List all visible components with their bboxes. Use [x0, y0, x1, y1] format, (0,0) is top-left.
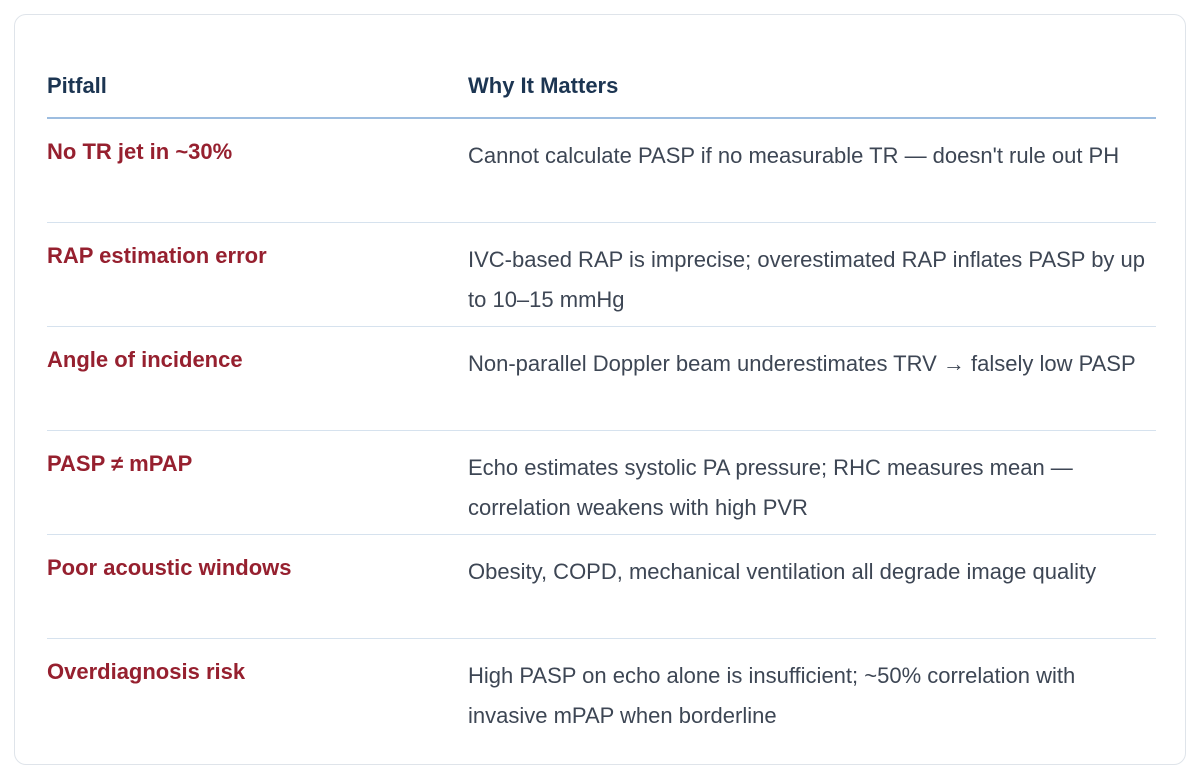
pitfall-label: No TR jet in ~30% [47, 139, 233, 164]
pitfall-cell: PASP ≠ mPAP [47, 430, 468, 535]
pitfall-label: Poor acoustic windows [47, 554, 292, 580]
pitfall-cell: RAP estimation error [47, 222, 468, 327]
why-cell: Echo estimates systolic PA pressure; RHC… [468, 430, 1156, 535]
table-row: Angle of incidence Non-parallel Doppler … [47, 326, 1156, 431]
pitfall-label: RAP estimation error [47, 242, 267, 268]
table-header: Pitfall Why It Matters [47, 55, 1156, 119]
why-cell: Cannot calculate PASP if no measurable T… [468, 118, 1156, 223]
pitfall-label: Overdiagnosis risk [47, 658, 246, 684]
pitfalls-card: Pitfall Why It Matters No TR jet in ~30%… [14, 14, 1186, 765]
why-cell: High PASP on echo alone is insufficient;… [468, 638, 1156, 742]
table-row: No TR jet in ~30% Cannot calculate PASP … [47, 118, 1156, 223]
pitfalls-table: Pitfall Why It Matters No TR jet in ~30%… [47, 55, 1156, 742]
why-cell: IVC-based RAP is imprecise; overestimate… [468, 222, 1156, 327]
why-text: Echo estimates systolic PA pressure; RHC… [468, 454, 1073, 520]
table-row: PASP ≠ mPAP Echo estimates systolic PA p… [47, 430, 1156, 535]
pitfall-cell: Overdiagnosis risk [47, 638, 468, 742]
column-header-why-it-matters: Why It Matters [468, 55, 1156, 119]
header-row: Pitfall Why It Matters [47, 55, 1156, 119]
pitfall-label: Angle of incidence [47, 346, 243, 372]
why-text: High PASP on echo alone is insufficient;… [468, 662, 1076, 728]
pitfall-label: PASP ≠ mPAP [47, 450, 193, 476]
column-header-pitfall: Pitfall [47, 55, 468, 119]
why-cell: Obesity, COPD, mechanical ventilation al… [468, 534, 1156, 639]
pitfall-cell: Poor acoustic windows [47, 534, 468, 639]
why-text: Obesity, COPD, mechanical ventilation al… [468, 558, 1097, 584]
why-cell: Non-parallel Doppler beam underestimates… [468, 326, 1156, 431]
table-row: Overdiagnosis risk High PASP on echo alo… [47, 638, 1156, 742]
why-text: IVC-based RAP is imprecise; overestimate… [468, 246, 1146, 312]
pitfall-cell: Angle of incidence [47, 326, 468, 431]
why-text: Non-parallel Doppler beam underestimates… [468, 350, 1136, 376]
why-text: Cannot calculate PASP if no measurable T… [468, 143, 1120, 168]
pitfall-cell: No TR jet in ~30% [47, 118, 468, 223]
table-body: No TR jet in ~30% Cannot calculate PASP … [47, 118, 1156, 742]
table-row: RAP estimation error IVC-based RAP is im… [47, 222, 1156, 327]
table-row: Poor acoustic windows Obesity, COPD, mec… [47, 534, 1156, 639]
